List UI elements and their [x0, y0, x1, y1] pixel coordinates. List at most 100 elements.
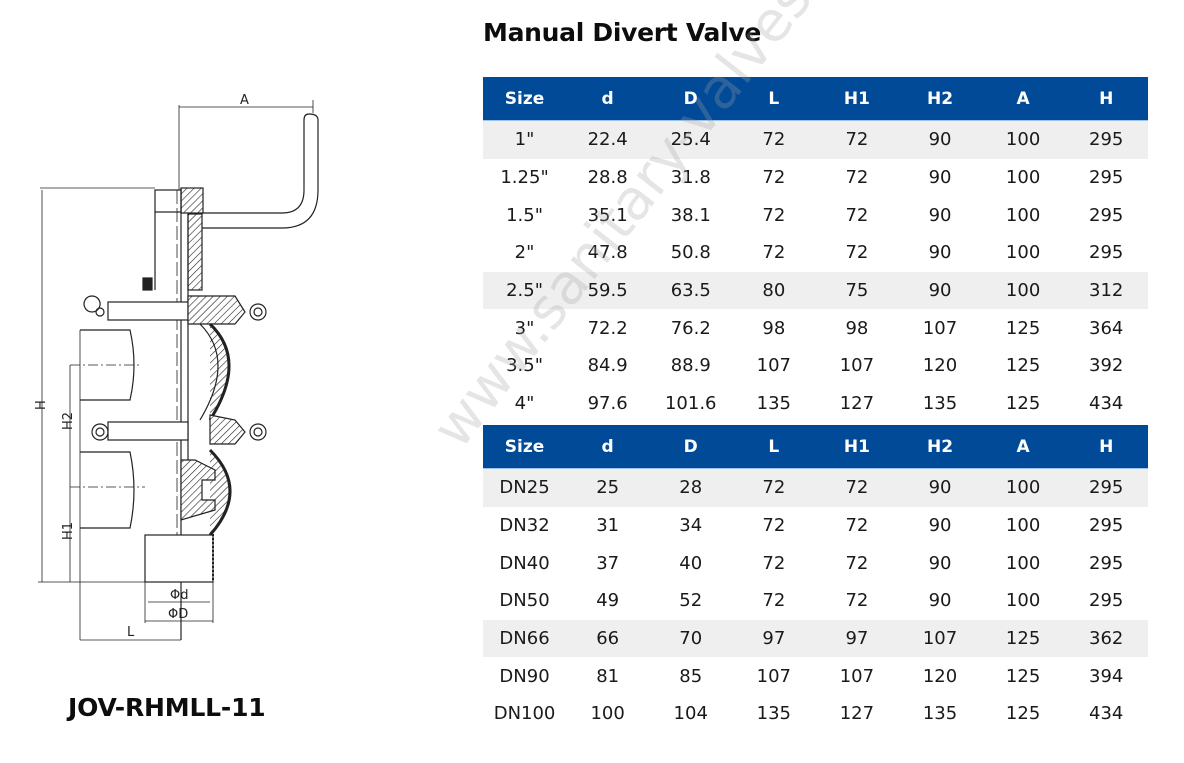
value-cell: 40 — [679, 552, 703, 574]
valve-cross-section-diagram: A H H2 H1 Φd ΦD L — [34, 93, 319, 641]
value-cell: 295 — [1089, 590, 1124, 612]
value-cell: 80 — [762, 280, 786, 302]
value-cell: 25 — [596, 477, 620, 499]
table-row: DN32 31 34 72 72 90 100 295 — [483, 507, 1148, 545]
value-cell: 295 — [1089, 242, 1124, 264]
value-cell: 72 — [762, 515, 786, 537]
dim-label-d: Φd — [170, 588, 188, 603]
value-cell: 127 — [839, 393, 875, 415]
table-row: 3" 72.2 76.2 98 98 107 125 364 — [483, 309, 1148, 347]
value-cell: 127 — [839, 703, 875, 725]
value-cell: 72 — [762, 590, 786, 612]
value-cell: 90 — [928, 129, 952, 151]
value-cell: 72 — [762, 552, 786, 574]
value-cell: 90 — [928, 552, 952, 574]
value-cell: 72 — [762, 129, 786, 151]
dimension-table-inch: Size d D L H1 H2 A H 1" 22.4 25.4 72 72 90 100… — [483, 77, 1148, 423]
value-cell: 125 — [1005, 665, 1041, 687]
size-cell: 3.5" — [506, 355, 543, 377]
value-cell: 125 — [1005, 628, 1041, 650]
header-cell: H2 — [926, 436, 954, 457]
size-cell: 4" — [514, 393, 535, 415]
value-cell: 72 — [845, 477, 869, 499]
value-cell: 81 — [596, 665, 620, 687]
header-cell: A — [1016, 88, 1030, 109]
table-row: 2" 47.8 50.8 72 72 90 100 295 — [483, 234, 1148, 272]
value-cell: 31.8 — [670, 167, 711, 189]
table-header: Size d D L H1 H2 A H — [483, 77, 1148, 121]
value-cell: 72 — [762, 167, 786, 189]
value-cell: 72 — [845, 590, 869, 612]
header-cell: A — [1016, 436, 1030, 457]
value-cell: 90 — [928, 477, 952, 499]
value-cell: 100 — [1005, 477, 1041, 499]
value-cell: 72 — [845, 129, 869, 151]
value-cell: 97 — [762, 628, 786, 650]
value-cell: 100 — [590, 703, 625, 725]
value-cell: 38.1 — [670, 204, 711, 226]
value-cell: 28 — [679, 477, 703, 499]
table-row: DN90 81 85 107 107 120 125 394 — [483, 657, 1148, 695]
value-cell: 52 — [679, 590, 703, 612]
header-cell: d — [601, 436, 614, 457]
value-cell: 364 — [1089, 317, 1124, 339]
value-cell: 125 — [1005, 355, 1041, 377]
value-cell: 135 — [922, 703, 958, 725]
header-cell: Size — [504, 88, 545, 109]
value-cell: 70 — [679, 628, 703, 650]
table-row: DN66 66 70 97 97 107 125 362 — [483, 619, 1148, 658]
value-cell: 72 — [845, 242, 869, 264]
value-cell: 98 — [845, 317, 869, 339]
value-cell: 312 — [1089, 280, 1124, 302]
value-cell: 295 — [1089, 477, 1124, 499]
value-cell: 72 — [762, 204, 786, 226]
dimension-table-dn: Size d D L H1 H2 A H DN25 25 28 72 72 90 100 29… — [483, 425, 1148, 733]
value-cell: 107 — [922, 628, 958, 650]
table-row: DN100 100 104 135 127 135 125 434 — [483, 695, 1148, 733]
table-row: 3.5" 84.9 88.9 107 107 120 125 392 — [483, 347, 1148, 385]
table-row: 1" 22.4 25.4 72 72 90 100 295 — [483, 121, 1148, 159]
value-cell: 50.8 — [670, 242, 711, 264]
value-cell: 107 — [839, 665, 875, 687]
header-cell: L — [768, 88, 780, 109]
value-cell: 31 — [596, 515, 620, 537]
size-cell: 2" — [514, 242, 535, 264]
value-cell: 49 — [596, 590, 620, 612]
dim-label-a: A — [240, 93, 249, 108]
value-cell: 295 — [1089, 204, 1124, 226]
value-cell: 107 — [756, 665, 791, 687]
value-cell: 104 — [673, 703, 708, 725]
value-cell: 135 — [922, 393, 958, 415]
value-cell: 97 — [845, 628, 869, 650]
size-cell: 1" — [514, 129, 535, 151]
value-cell: 295 — [1089, 167, 1124, 189]
value-cell: 90 — [928, 280, 952, 302]
value-cell: 295 — [1089, 552, 1124, 574]
header-cell: D — [683, 88, 698, 109]
model-number: JOV-RHMLL-11 — [68, 693, 266, 722]
dim-label-D: ΦD — [168, 607, 188, 622]
value-cell: 84.9 — [587, 355, 628, 377]
value-cell: 88.9 — [670, 355, 711, 377]
size-cell: 2.5" — [506, 280, 543, 302]
value-cell: 100 — [1005, 515, 1041, 537]
size-cell: 3" — [514, 317, 535, 339]
value-cell: 295 — [1089, 515, 1124, 537]
value-cell: 295 — [1089, 129, 1124, 151]
value-cell: 34 — [679, 515, 703, 537]
value-cell: 98 — [762, 317, 786, 339]
value-cell: 120 — [922, 355, 958, 377]
dim-label-h2: H2 — [61, 412, 76, 430]
page-title: Manual Divert Valve — [483, 18, 762, 47]
value-cell: 135 — [756, 703, 791, 725]
table-row: 4" 97.6 101.6 135 127 135 125 434 — [483, 385, 1148, 423]
table-row: DN25 25 28 72 72 90 100 295 — [483, 469, 1148, 507]
value-cell: 72 — [762, 477, 786, 499]
value-cell: 120 — [922, 665, 958, 687]
value-cell: 107 — [756, 355, 791, 377]
value-cell: 434 — [1089, 393, 1124, 415]
value-cell: 434 — [1089, 703, 1124, 725]
header-cell: H — [1099, 436, 1114, 457]
value-cell: 90 — [928, 242, 952, 264]
table-row: 1.25" 28.8 31.8 72 72 90 100 295 — [483, 159, 1148, 197]
